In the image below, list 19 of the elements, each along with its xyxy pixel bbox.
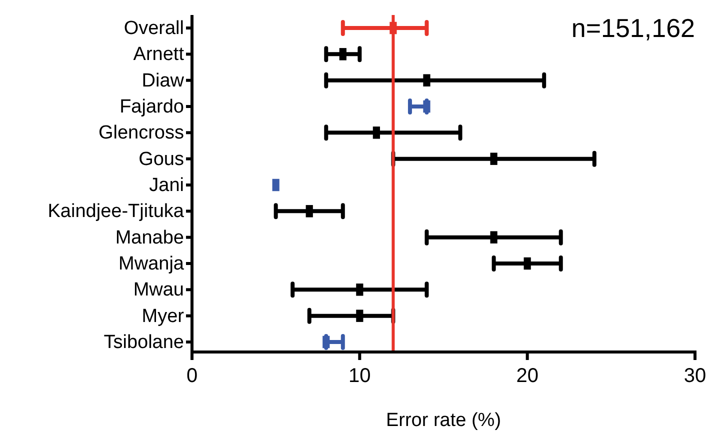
y-tick-label: Arnett <box>133 44 185 66</box>
y-tick-label: Mwau <box>133 280 184 301</box>
y-tick-label: Overall <box>124 18 184 39</box>
y-tick-label: Gous <box>138 148 184 170</box>
annotation: n=151,162 <box>571 13 695 43</box>
y-tick-label: Kaindjee-Tjituka <box>48 201 184 222</box>
x-tick-label: 10 <box>348 365 371 387</box>
y-tick-label: Jani <box>149 175 184 196</box>
x-tick-label: 20 <box>516 365 538 387</box>
y-tick-label: Glencross <box>98 122 184 144</box>
y-tick-label: Tsibolane <box>104 332 184 353</box>
x-tick-label: 30 <box>684 365 706 387</box>
x-axis-title: Error rate (%) <box>386 410 502 431</box>
x-tick-label: 0 <box>186 365 198 387</box>
y-tick-label: Diaw <box>142 70 184 92</box>
y-tick-label: Myer <box>142 306 185 327</box>
y-tick-label: Fajardo <box>120 96 184 118</box>
y-tick-label: Mwanja <box>118 254 184 274</box>
y-tick-label: Manabe <box>115 227 184 248</box>
